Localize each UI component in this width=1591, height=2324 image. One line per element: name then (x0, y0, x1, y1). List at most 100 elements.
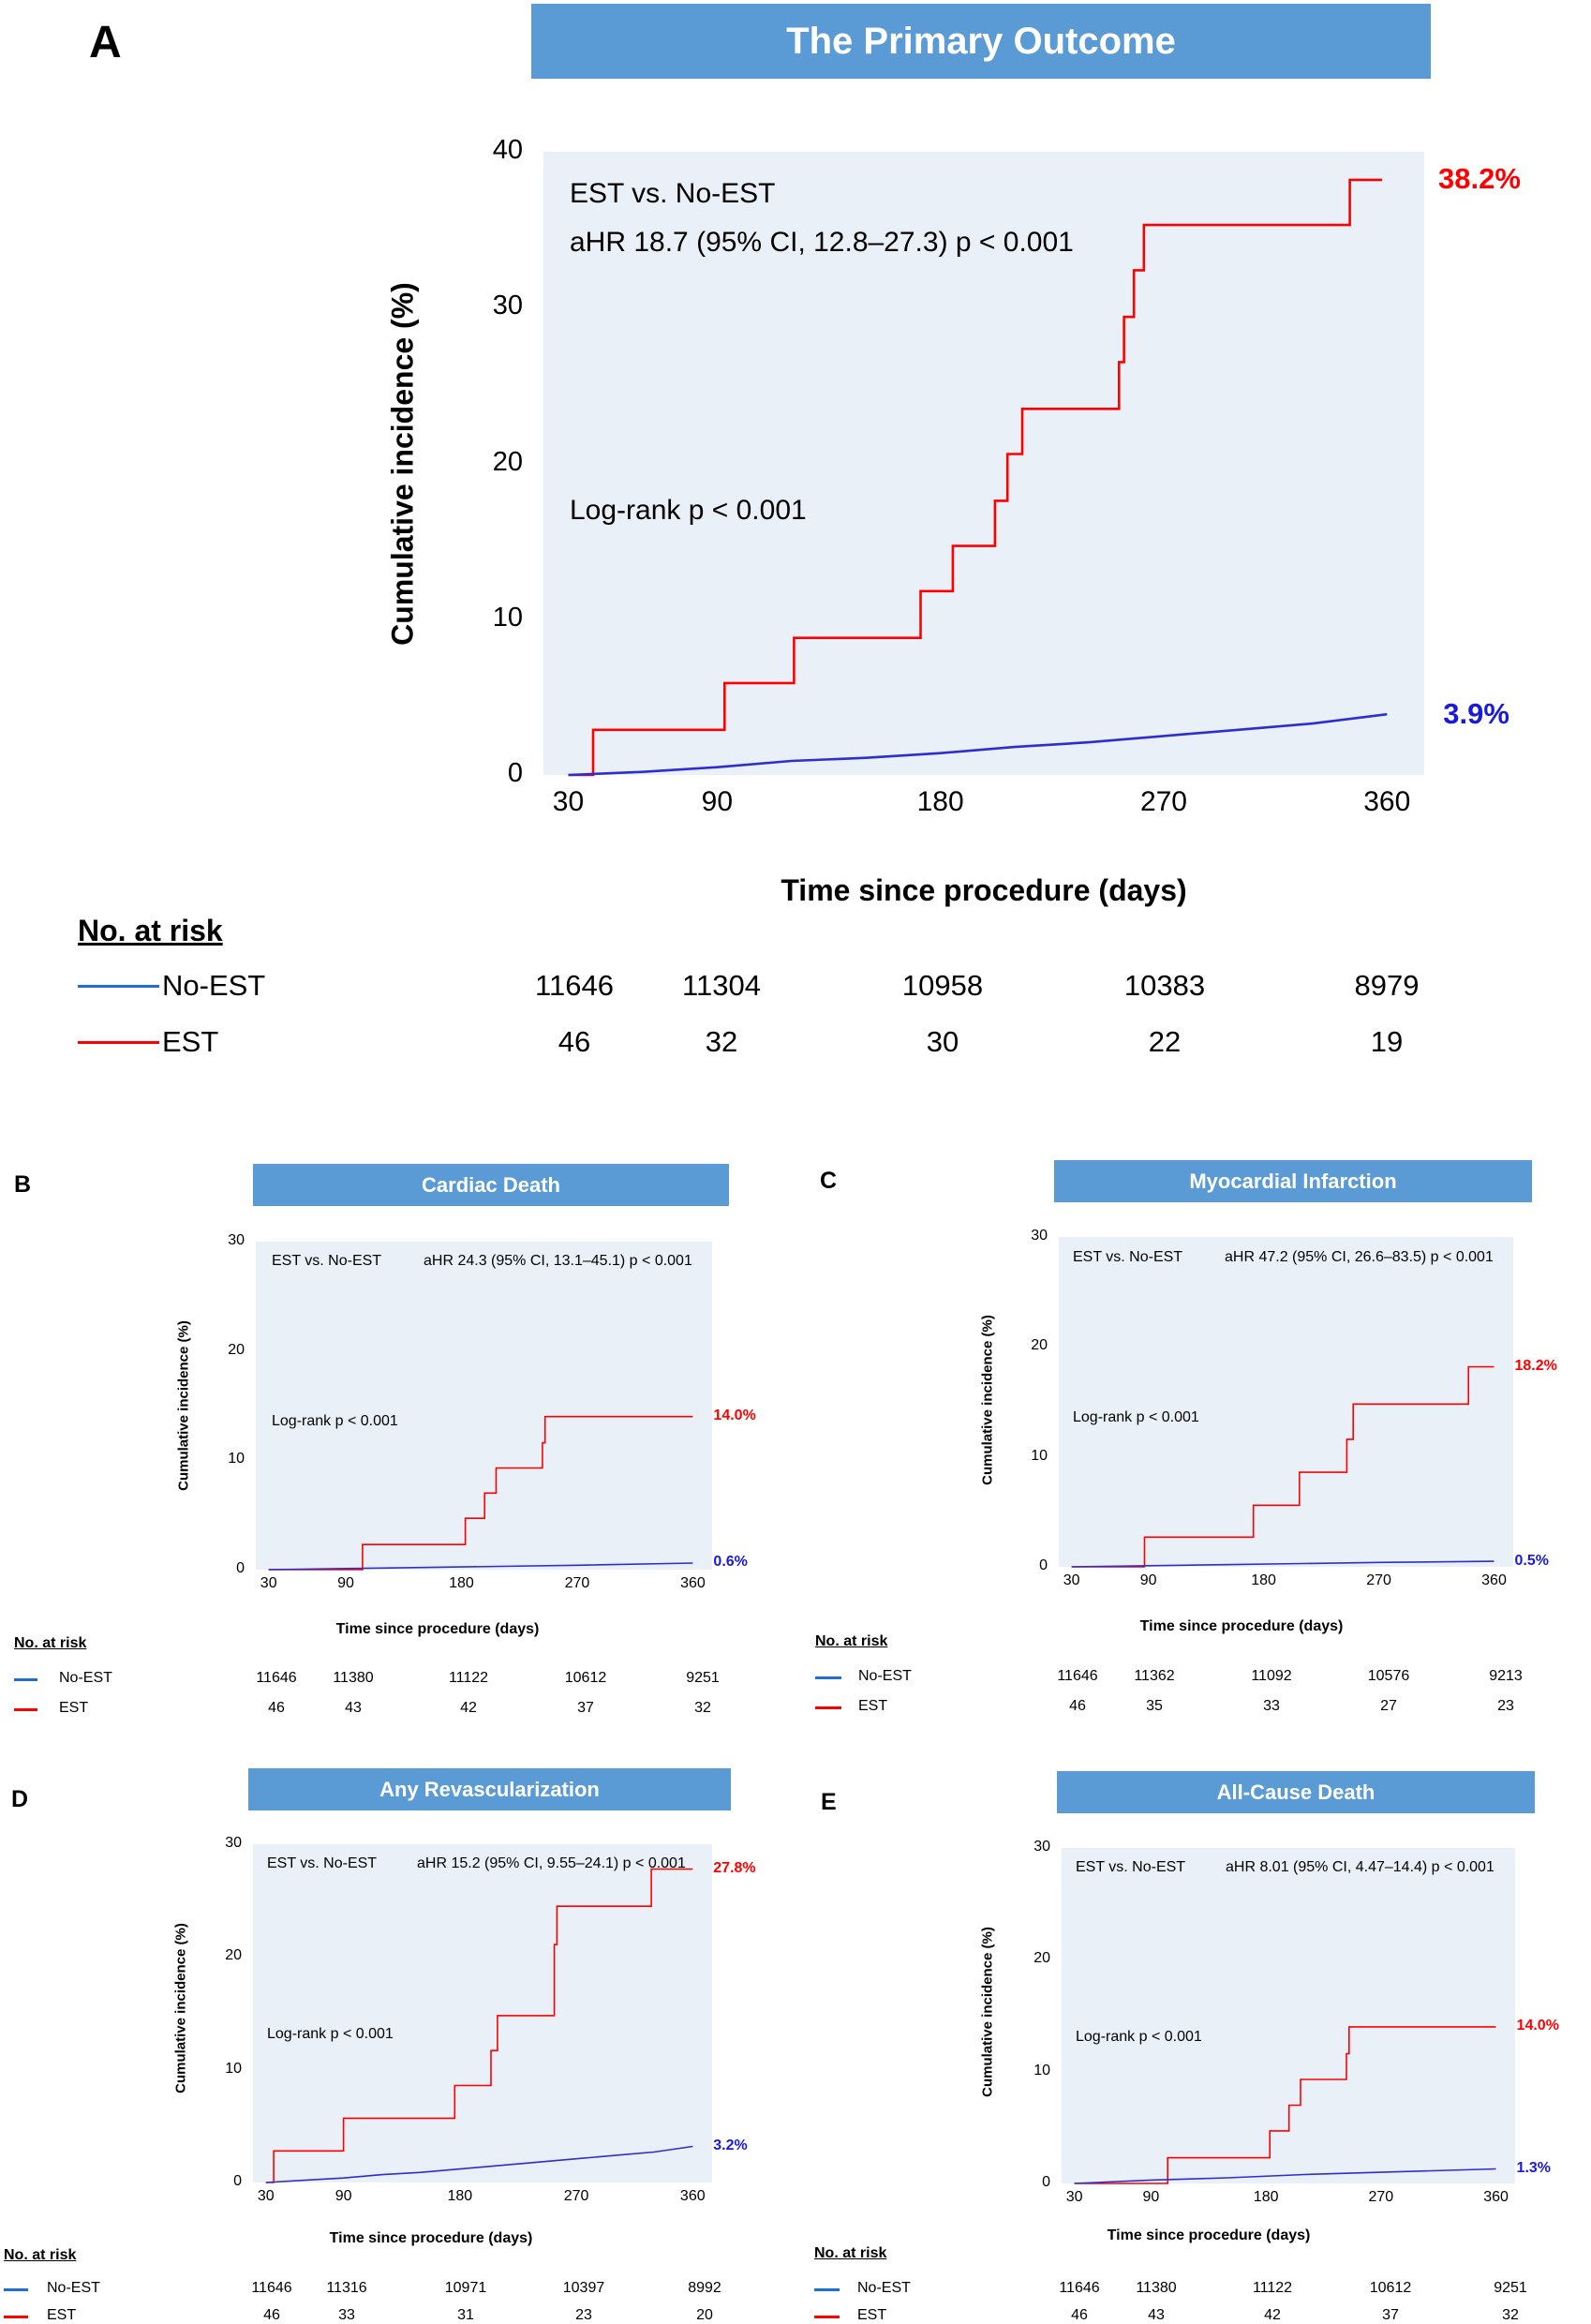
panel-b-letter: B (14, 1171, 32, 1198)
panel-c-end-label-est: 18.2% (1514, 1357, 1557, 1374)
panel-e-annotation: aHR 8.01 (95% CI, 4.47–14.4) p < 0.001 (1226, 1859, 1494, 1875)
panel-e-risk-value: 9251 (1494, 2280, 1527, 2296)
panel-d-risk-value: 11646 (251, 2280, 292, 2296)
panel-a-letter: A (89, 18, 122, 67)
panel-c-end-label-no-est: 0.5% (1514, 1552, 1549, 1569)
panel-a-title-banner: The Primary Outcome (531, 4, 1431, 79)
panel-e-x-axis-label: Time since procedure (days) (1107, 2227, 1311, 2243)
panel-b-risk-legend-line-est (14, 1707, 37, 1711)
panel-e-x-tick-label: 360 (1483, 2189, 1509, 2206)
panel-a-risk-value: 19 (1370, 1025, 1404, 1058)
panel-a-plot-area (543, 152, 1424, 775)
panel-e-title-banner: All-Cause Death (1057, 1771, 1535, 1813)
panel-e-end-label-no-est: 1.3% (1516, 2159, 1552, 2176)
panel-e-y-tick-label: 10 (1033, 2062, 1050, 2078)
panel-b-risk-value: 37 (577, 1700, 594, 1716)
panel-d-y-tick-label: 20 (225, 1947, 242, 1964)
panel-e-risk-value: 43 (1148, 2307, 1165, 2323)
panel-e-annotation: Log-rank p < 0.001 (1076, 2029, 1202, 2045)
panel-a-y-tick-label: 10 (492, 602, 523, 633)
panel-b-risk-value: 11122 (448, 1670, 489, 1686)
panel-b-series-est-line (268, 1415, 693, 1571)
panel-d-y-tick-label: 0 (233, 2173, 242, 2190)
panel-d-risk-value: 8992 (688, 2280, 721, 2296)
panel-b-x-tick-label: 270 (564, 1575, 590, 1592)
panel-c-plot-area (1059, 1237, 1513, 1567)
panel-b-annotation: aHR 24.3 (95% CI, 13.1–45.1) p < 0.001 (424, 1253, 692, 1269)
panel-d-x-axis-label: Time since procedure (days) (329, 2230, 533, 2246)
panel-d-risk-row-name: No-EST (47, 2280, 100, 2296)
panel-a-end-label-est: 38.2% (1437, 162, 1521, 196)
panel-b-risk-legend-line-no-est (14, 1677, 37, 1681)
panel-a-risk-row-name: EST (162, 1025, 219, 1058)
panel-c-risk-value: 9213 (1489, 1668, 1523, 1684)
panel-d-risk-value: 23 (575, 2307, 592, 2323)
panel-e-risk-value: 11646 (1059, 2280, 1100, 2296)
panel-b-y-tick-label: 10 (228, 1451, 245, 1467)
panel-c-risk-value: 11362 (1134, 1668, 1175, 1684)
panel-a-y-tick-label: 0 (507, 758, 523, 789)
panel-c-risk-value: 46 (1069, 1698, 1086, 1714)
panel-a-x-tick-label: 30 (552, 786, 585, 817)
panel-d-title-banner: Any Revascularization (248, 1768, 731, 1810)
panel-e-risk-value: 10612 (1369, 2280, 1412, 2296)
panel-a-end-label-no-est: 3.9% (1443, 696, 1509, 730)
panel-d-letter: D (11, 1786, 29, 1812)
panel-b-risk-table-title: No. at risk (14, 1635, 87, 1651)
panel-b-title-banner: Cardiac Death (253, 1164, 729, 1206)
panel-d-risk-value: 20 (696, 2307, 713, 2323)
panel-b-end-label-est: 14.0% (713, 1408, 756, 1424)
panel-b-risk-value: 9251 (686, 1670, 720, 1686)
panel-b-risk-value: 10612 (564, 1670, 607, 1686)
panel-c-y-tick-label: 10 (1031, 1447, 1048, 1464)
panel-a-y-tick-label: 20 (492, 446, 523, 477)
panel-a-risk-value: 22 (1148, 1025, 1182, 1058)
panel-c-risk-value: 33 (1263, 1698, 1280, 1714)
panel-c-risk-table-title: No. at risk (815, 1633, 888, 1649)
panel-d-risk-value: 31 (457, 2307, 474, 2323)
panel-a-series-est-line (568, 178, 1382, 777)
panel-a-risk-legend-line-no-est (78, 985, 159, 989)
panel-d-x-tick-label: 270 (563, 2188, 589, 2205)
panel-a-x-tick-label: 90 (701, 786, 734, 817)
panel-b-x-tick-label: 90 (337, 1575, 354, 1592)
panel-c-y-tick-label: 0 (1039, 1557, 1048, 1574)
panel-e-series-est-line (1074, 2026, 1496, 2184)
panel-b-y-tick-label: 20 (228, 1341, 245, 1358)
panel-e-annotation: EST vs. No-EST (1076, 1859, 1186, 1875)
panel-c-annotation: aHR 47.2 (95% CI, 26.6–83.5) p < 0.001 (1225, 1249, 1494, 1265)
panel-d-risk-value: 10397 (562, 2280, 605, 2296)
panel-e-risk-row-name: No-EST (857, 2280, 911, 2296)
panel-e-risk-legend-line-no-est (814, 2287, 840, 2291)
panel-a-risk-value: 8979 (1354, 969, 1420, 1002)
panel-e-risk-value: 42 (1264, 2307, 1281, 2323)
panel-c-x-tick-label: 270 (1366, 1572, 1391, 1589)
panel-c-letter: C (820, 1168, 838, 1194)
panel-e-y-tick-label: 20 (1033, 1950, 1050, 1967)
panel-a-risk-value: 32 (705, 1025, 738, 1058)
panel-d-y-tick-label: 30 (225, 1835, 242, 1852)
panel-d-annotation: Log-rank p < 0.001 (267, 2026, 394, 2042)
panel-d-annotation: EST vs. No-EST (267, 1855, 378, 1871)
panel-a-risk-row-name: No-EST (162, 969, 266, 1002)
panel-b-risk-value: 11646 (256, 1670, 297, 1686)
panel-a-y-tick-label: 40 (492, 135, 523, 166)
panel-c-risk-value: 11646 (1057, 1668, 1098, 1684)
panel-b-x-axis-label: Time since procedure (days) (335, 1621, 540, 1637)
panel-e-x-tick-label: 90 (1142, 2189, 1160, 2206)
panel-a-risk-legend-line-est (78, 1041, 159, 1045)
panel-c-x-tick-label: 90 (1139, 1572, 1157, 1589)
panel-c-risk-legend-line-est (815, 1706, 841, 1709)
panel-a-y-tick-label: 30 (492, 290, 523, 321)
panel-b-risk-value: 43 (345, 1700, 362, 1716)
panel-a-x-axis-label: Time since procedure (days) (781, 873, 1187, 907)
panel-b-risk-value: 32 (694, 1700, 711, 1716)
panel-d-end-label-no-est: 3.2% (713, 2137, 748, 2153)
panel-c-x-tick-label: 30 (1063, 1572, 1080, 1589)
panel-e-risk-row-name: EST (857, 2307, 887, 2323)
